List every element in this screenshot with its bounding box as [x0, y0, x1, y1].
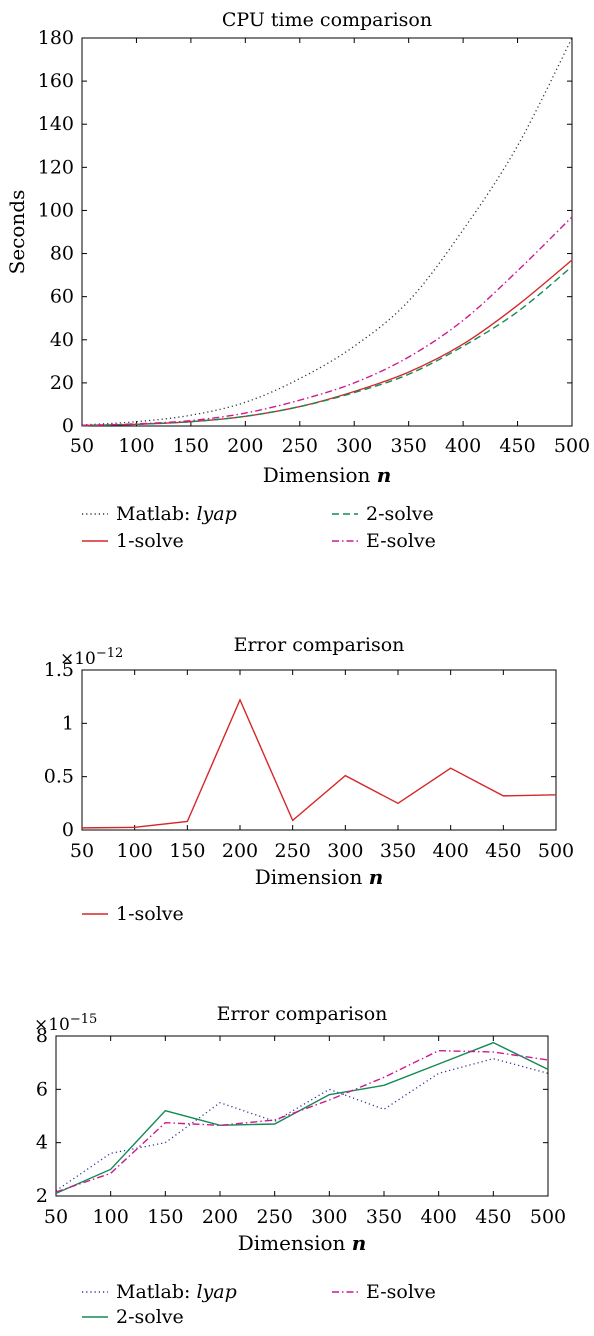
y-exponent-value: −12 [96, 646, 123, 661]
y-tick-label: 140 [38, 113, 74, 135]
x-tick-label: 300 [336, 435, 372, 457]
x-tick-label: 150 [147, 1206, 183, 1228]
series-line-3 [55, 1049, 549, 1193]
x-tick-label: 150 [173, 435, 209, 457]
x-tick-label: 250 [257, 1206, 293, 1228]
x-tick-label: 50 [70, 435, 94, 457]
y-tick-label: 8 [36, 1025, 48, 1047]
legend-label: Matlab: lyap [116, 503, 237, 525]
x-tick-label: 350 [380, 840, 416, 862]
y-tick-label: 0 [62, 819, 74, 841]
x-tick-label: 350 [391, 435, 427, 457]
legend-label: Matlab: lyap [116, 1281, 237, 1303]
x-tick-label: 450 [485, 840, 521, 862]
y-exponent-value: −15 [70, 1012, 97, 1027]
plot-frame [81, 37, 573, 427]
y-tick-label: 2 [36, 1185, 48, 1207]
x-tick-label: 150 [169, 840, 205, 862]
y-axis-label: Seconds [5, 190, 29, 275]
x-tick-label: 400 [445, 435, 481, 457]
series-line-4 [81, 216, 573, 427]
x-tick-label: 250 [275, 840, 311, 862]
x-tick-label: 250 [282, 435, 318, 457]
y-tick-label: 1 [62, 712, 74, 734]
y-tick-label: 0 [62, 415, 74, 437]
x-tick-label: 50 [70, 840, 94, 862]
legend-label: 1-solve [116, 530, 184, 552]
legend-label: 2-solve [366, 503, 434, 525]
x-tick-label: 500 [530, 1206, 566, 1228]
y-tick-label: 4 [36, 1132, 48, 1154]
x-axis-label: Dimension n [263, 463, 392, 487]
y-tick-label: 160 [38, 70, 74, 92]
legend-label: E-solve [366, 530, 436, 552]
x-tick-label: 450 [499, 435, 535, 457]
y-tick-label: 1.5 [44, 659, 74, 681]
x-tick-label: 450 [475, 1206, 511, 1228]
x-tick-label: 300 [311, 1206, 347, 1228]
chart-title: Error comparison [234, 634, 405, 656]
y-tick-label: 120 [38, 156, 74, 178]
x-tick-label: 200 [202, 1206, 238, 1228]
x-tick-label: 350 [366, 1206, 402, 1228]
x-axis-label: Dimension n [238, 1231, 367, 1255]
legend-label: 1-solve [116, 903, 184, 925]
x-tick-label: 300 [327, 840, 363, 862]
x-tick-label: 100 [93, 1206, 129, 1228]
x-tick-label: 100 [117, 840, 153, 862]
chart-2: Error comparison 50 100 150 200 250 300 350 400 4… [44, 634, 574, 925]
x-tick-label: 400 [421, 1206, 457, 1228]
chart-3: Error comparison 50 100 150 200 250 300 350 400 4… [34, 1003, 566, 1328]
x-tick-label: 200 [227, 435, 263, 457]
legend-label: 2-solve [116, 1306, 184, 1328]
y-tick-label: 80 [50, 243, 74, 265]
y-tick-label: 60 [50, 286, 74, 308]
y-tick-label: 40 [50, 329, 74, 351]
x-tick-label: 400 [433, 840, 469, 862]
series-line-1 [55, 1057, 549, 1192]
legend-label: E-solve [366, 1281, 436, 1303]
series-line-1 [81, 698, 557, 829]
y-tick-label: 20 [50, 372, 74, 394]
x-axis-label: Dimension n [255, 865, 384, 889]
plot-frame [55, 1035, 549, 1197]
x-tick-label: 200 [222, 840, 258, 862]
y-tick-label: 100 [38, 199, 74, 221]
y-exponent-label: ×10−15 [34, 1012, 97, 1035]
plot-frame [81, 669, 557, 831]
y-exponent-label: ×10−12 [60, 646, 123, 669]
series-line-2 [55, 1041, 549, 1194]
x-tick-label: 500 [554, 435, 590, 457]
x-tick-label: 100 [118, 435, 154, 457]
y-tick-label: 6 [36, 1078, 48, 1100]
series-line-3 [81, 265, 573, 427]
chart-title: CPU time comparison [222, 9, 432, 31]
chart-title: Error comparison [217, 1003, 388, 1025]
x-tick-label: 50 [44, 1206, 68, 1228]
series-line-1 [81, 37, 573, 426]
y-tick-label: 0.5 [44, 766, 74, 788]
x-tick-label: 500 [538, 840, 574, 862]
y-tick-label: 180 [38, 27, 74, 49]
